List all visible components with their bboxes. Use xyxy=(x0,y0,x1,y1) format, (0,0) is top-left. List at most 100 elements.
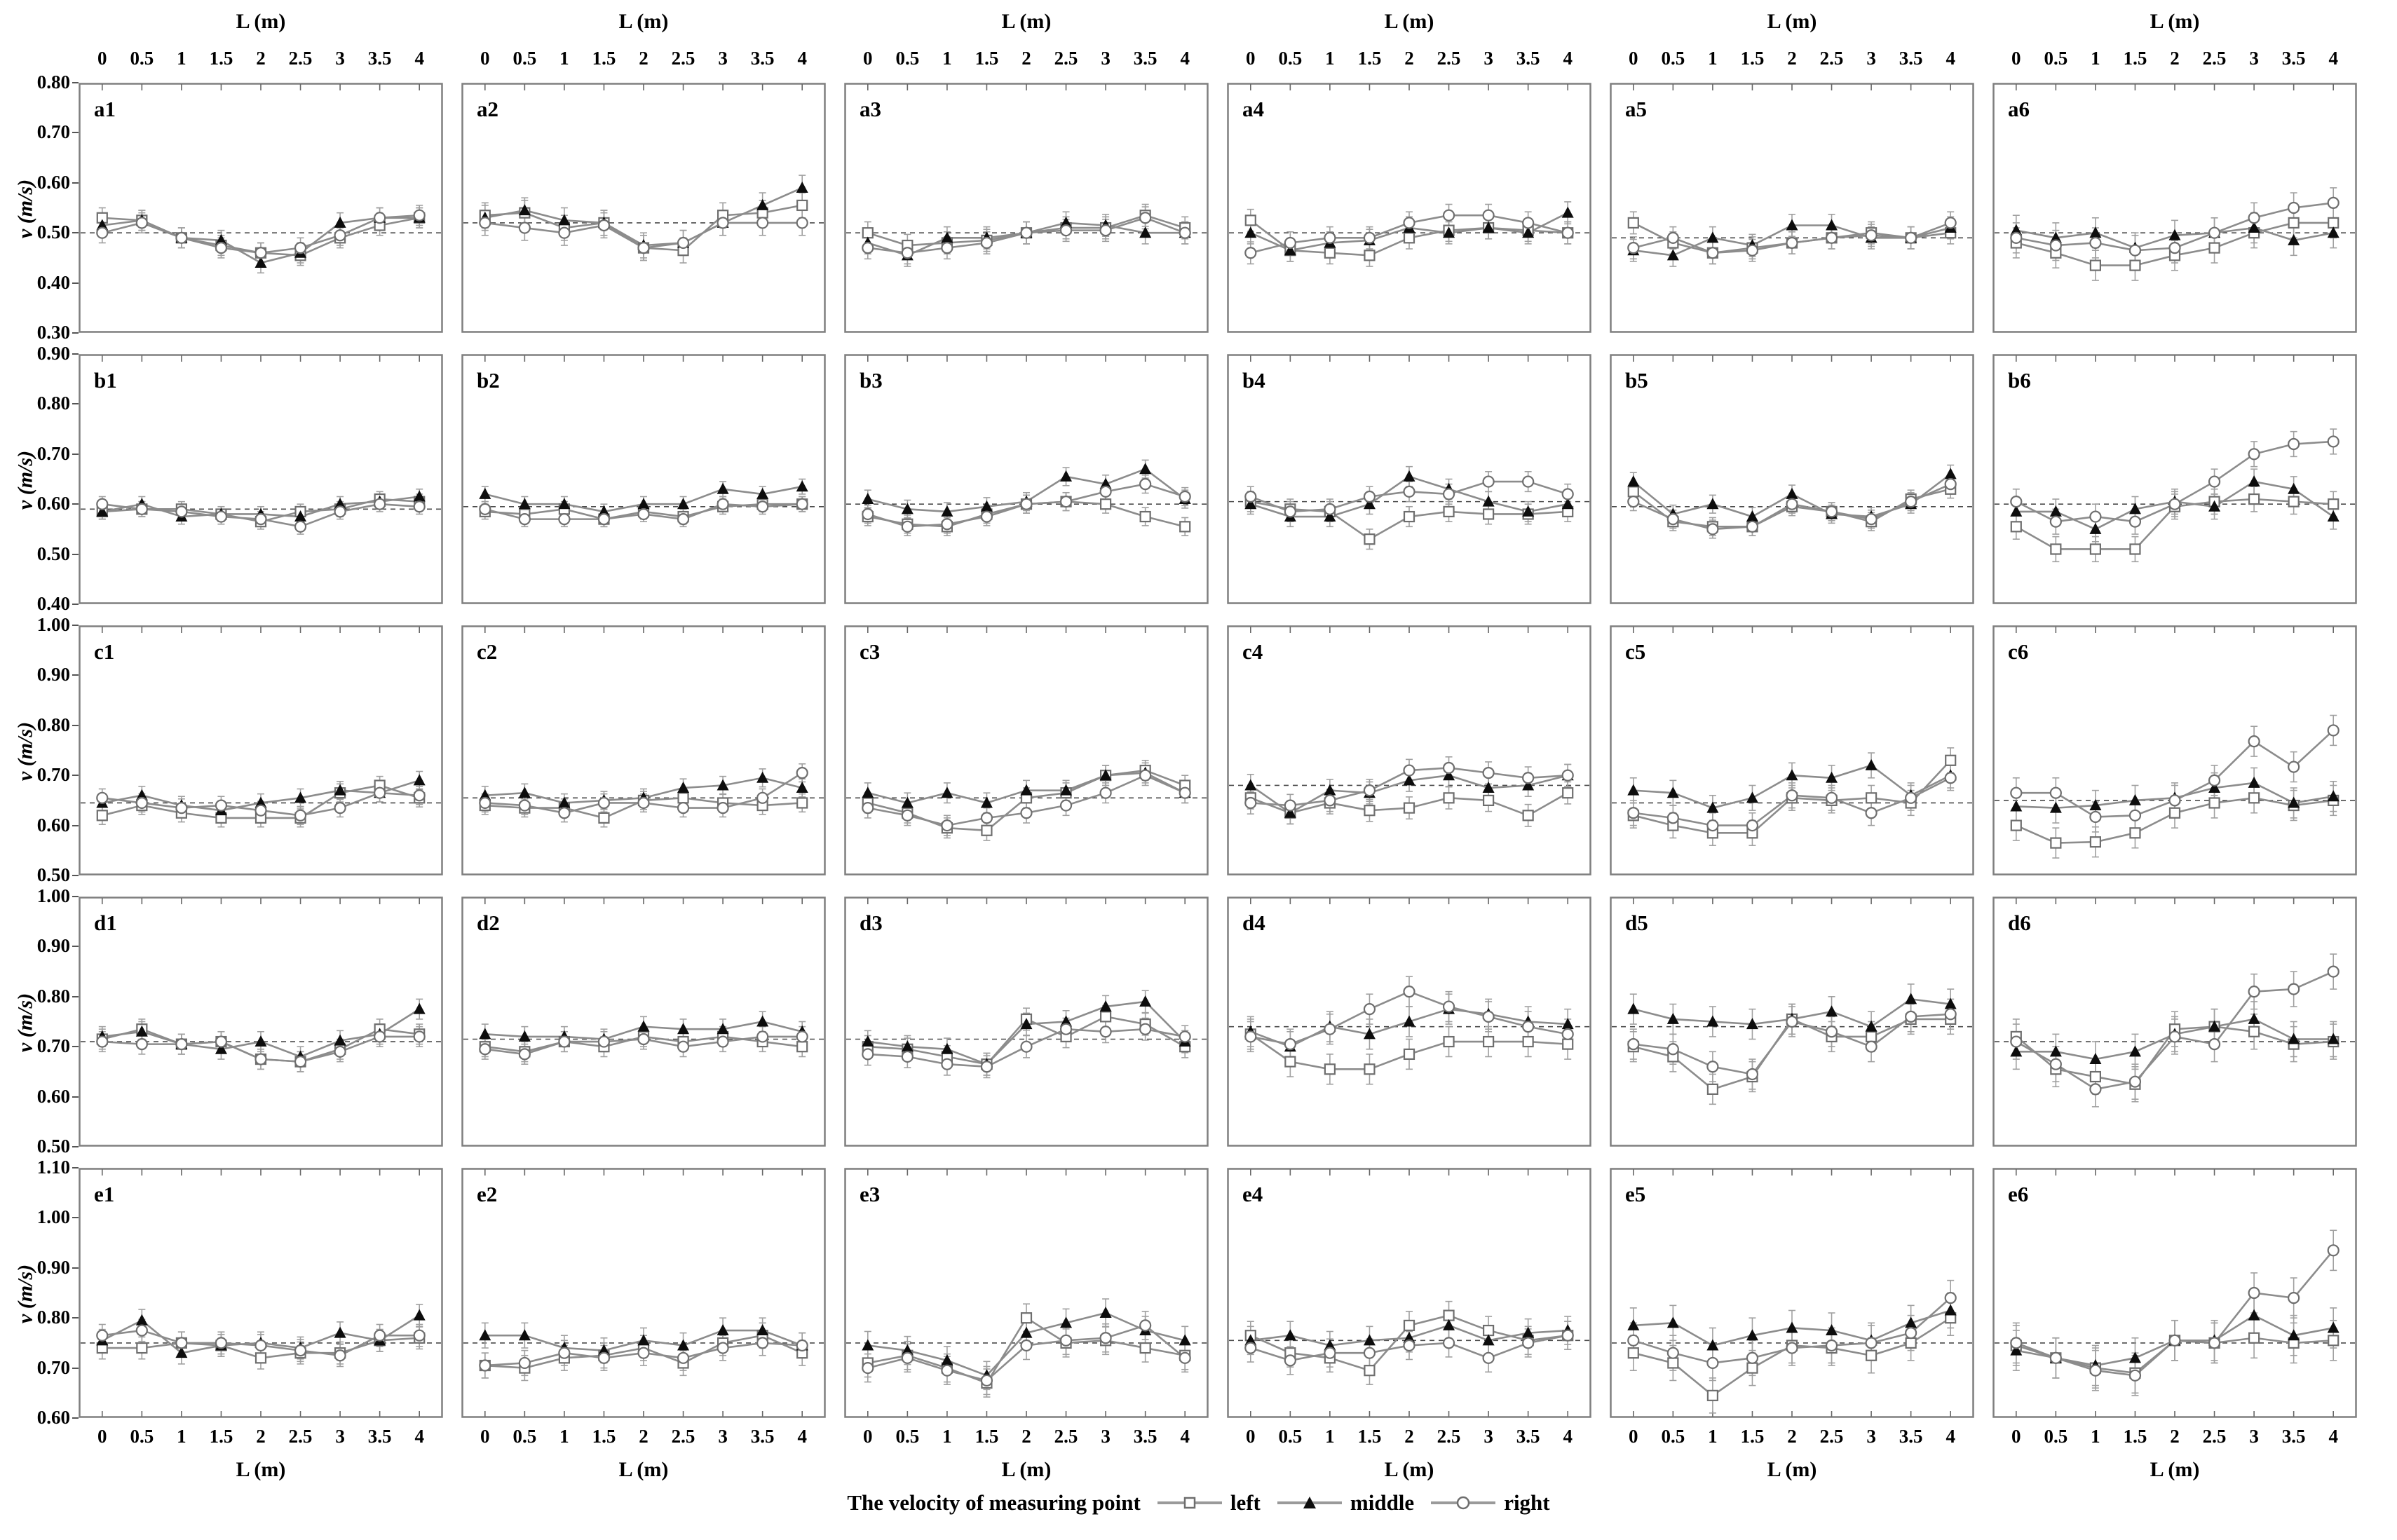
middle-point xyxy=(2208,1020,2221,1032)
middle-point xyxy=(796,782,808,793)
left-point xyxy=(1443,505,1455,518)
top-x-tick-label: 3 xyxy=(335,48,345,69)
top-x-tick-label: 2.5 xyxy=(671,48,695,69)
middle-point xyxy=(1060,1015,1073,1027)
bottom-x-tick-label: 3 xyxy=(1483,1426,1493,1447)
top-x-tick-label: 2.5 xyxy=(1819,48,1844,69)
top-x-tick-label: 1 xyxy=(2091,48,2100,69)
right-point xyxy=(1666,812,1679,824)
y-tick-label: 0.80 xyxy=(36,985,70,1007)
top-x-tick-label: 1.5 xyxy=(209,48,233,69)
right-point xyxy=(1905,231,1917,244)
right-point xyxy=(558,807,571,819)
left-point xyxy=(1324,1063,1336,1075)
middle-point xyxy=(2288,1329,2300,1341)
right-point xyxy=(1139,1319,1152,1332)
middle-point xyxy=(677,1023,690,1035)
top-x-tick-label: 3.5 xyxy=(1133,48,1157,69)
y-tick-label: 0.60 xyxy=(36,171,70,193)
middle-point xyxy=(2089,799,2102,811)
bottom-x-tick-label: 0.5 xyxy=(895,1426,920,1447)
left-point xyxy=(2248,1025,2260,1037)
middle-point xyxy=(413,1002,426,1014)
right-point xyxy=(1706,1356,1719,1370)
left-point xyxy=(796,1041,808,1053)
right-point xyxy=(1403,485,1415,498)
left-point xyxy=(1443,792,1455,804)
bottom-x-tick-label: 2.5 xyxy=(1054,1426,1078,1447)
middle-point xyxy=(597,505,610,517)
right-point xyxy=(597,1035,611,1048)
right-point xyxy=(479,1359,491,1372)
y-tick-label: 0.50 xyxy=(36,864,70,885)
panel-label: e2 xyxy=(477,1182,497,1206)
middle-point xyxy=(2049,1045,2062,1057)
right-point xyxy=(796,498,808,510)
top-x-tick-label: 0 xyxy=(2011,48,2021,69)
panel-label: b5 xyxy=(1625,368,1648,393)
middle-point xyxy=(2128,1045,2141,1057)
y-axis-title: v (m/s) xyxy=(13,179,36,238)
bottom-x-tick-label: 1.5 xyxy=(1357,1426,1382,1447)
middle-point xyxy=(1363,1334,1376,1346)
right-point xyxy=(1944,217,1957,229)
right-point xyxy=(1020,1040,1033,1053)
right-point xyxy=(175,802,188,815)
left-point xyxy=(1364,1063,1376,1075)
middle-point xyxy=(2327,1033,2340,1044)
middle-point xyxy=(558,214,571,226)
left-point xyxy=(136,1342,148,1354)
right-point xyxy=(1666,1347,1679,1359)
left-point xyxy=(1562,787,1574,799)
middle-point xyxy=(1284,1329,1296,1341)
right-point xyxy=(1324,1347,1336,1359)
right-point xyxy=(1284,505,1296,518)
panel-c1: c1 xyxy=(79,625,443,875)
top-x-tick-label: 3.5 xyxy=(367,48,392,69)
right-point xyxy=(1905,1327,1917,1340)
bottom-x-tick-label: 3 xyxy=(335,1426,345,1447)
bottom-x-tick-label: 2.5 xyxy=(1819,1426,1844,1447)
panel-label: c4 xyxy=(1242,639,1263,664)
middle-point xyxy=(941,505,953,517)
right-point xyxy=(2288,1292,2300,1304)
right-point xyxy=(862,1048,874,1061)
open-circle-marker-icon xyxy=(1431,1496,1496,1510)
top-x-tick-label: 1.5 xyxy=(2123,48,2147,69)
panel-a3: a3 xyxy=(844,83,1209,333)
bottom-x-tick-label: 1 xyxy=(1708,1426,1718,1447)
y-tick-label: 1.00 xyxy=(36,885,70,906)
right-point xyxy=(1403,217,1415,229)
bottom-x-tick-label: 2.5 xyxy=(1437,1426,1461,1447)
left-point xyxy=(796,797,808,809)
right-point xyxy=(2128,244,2142,257)
right-point xyxy=(1059,1023,1073,1035)
right-point xyxy=(1244,247,1257,259)
y-tick-mark xyxy=(72,182,79,184)
right-point xyxy=(334,1349,346,1362)
right-point xyxy=(1482,1351,1495,1364)
right-point xyxy=(2327,435,2340,448)
right-point xyxy=(1442,1000,1455,1013)
top-x-tick-label: 1 xyxy=(1325,48,1335,69)
middle-point xyxy=(334,784,346,796)
middle-point xyxy=(558,796,571,808)
left-point xyxy=(1627,217,1639,229)
right-point xyxy=(2128,515,2142,528)
right-point xyxy=(518,513,531,526)
left-point xyxy=(1100,1011,1112,1023)
left-point xyxy=(1403,510,1415,523)
bottom-x-tick-label: 3 xyxy=(1101,1426,1111,1447)
right-point xyxy=(1324,231,1336,244)
right-point xyxy=(1059,1334,1073,1347)
middle-point xyxy=(756,1324,769,1336)
middle-point xyxy=(901,503,914,515)
middle-point xyxy=(1786,1321,1798,1333)
top-x-tick-label: 3 xyxy=(1866,48,1876,69)
bottom-x-tick-label: 3 xyxy=(1866,1426,1876,1447)
right-point xyxy=(756,217,769,229)
y-tick-mark xyxy=(72,604,79,605)
right-point xyxy=(1746,520,1759,533)
panel-label: c2 xyxy=(477,639,497,664)
right-point xyxy=(717,217,729,229)
